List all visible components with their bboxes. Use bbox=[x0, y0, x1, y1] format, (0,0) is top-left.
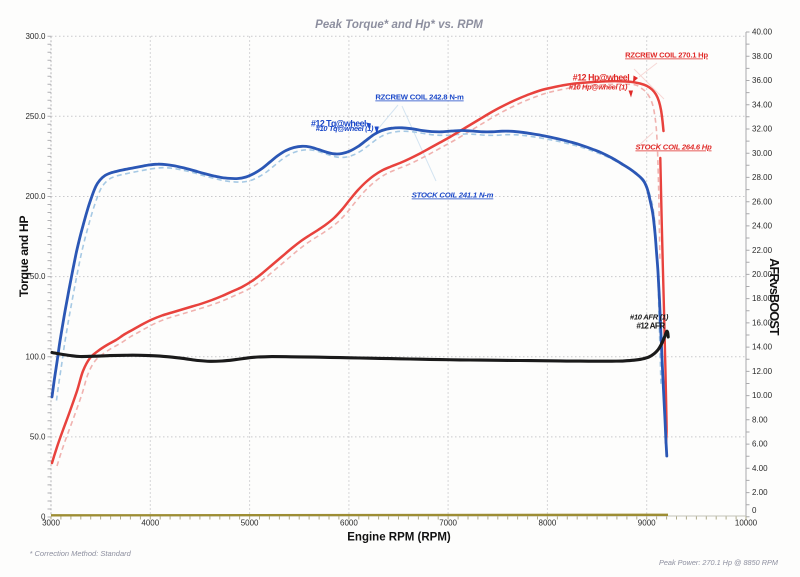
svg-text:200.0: 200.0 bbox=[25, 192, 46, 201]
svg-text:0: 0 bbox=[41, 513, 46, 522]
svg-text:250.0: 250.0 bbox=[25, 112, 46, 121]
svg-text:50.0: 50.0 bbox=[30, 433, 46, 442]
svg-text:40.00: 40.00 bbox=[752, 28, 773, 37]
svg-text:30.00: 30.00 bbox=[752, 149, 773, 158]
svg-text:28.00: 28.00 bbox=[752, 173, 773, 182]
svg-text:12.00: 12.00 bbox=[752, 367, 773, 376]
svg-text:STOCK COIL 241.1 N-m: STOCK COIL 241.1 N-m bbox=[412, 191, 494, 200]
svg-text:Torque and HP: Torque and HP bbox=[17, 216, 31, 298]
svg-text:300.0: 300.0 bbox=[25, 32, 46, 41]
svg-text:Peak Power: 270.1 Hp @ 8850 RP: Peak Power: 270.1 Hp @ 8850 RPM bbox=[659, 558, 779, 567]
svg-text:8000: 8000 bbox=[539, 519, 557, 528]
svg-text:Peak Torque* and Hp* vs. RPM: Peak Torque* and Hp* vs. RPM bbox=[315, 19, 483, 31]
svg-text:32.00: 32.00 bbox=[752, 125, 773, 134]
svg-text:#12 AFR: #12 AFR bbox=[636, 322, 665, 331]
svg-text:36.00: 36.00 bbox=[752, 76, 773, 85]
svg-text:RZCREW COIL 270.1 Hp: RZCREW COIL 270.1 Hp bbox=[625, 51, 708, 60]
svg-text:RZCREW COIL 242.8 N-m: RZCREW COIL 242.8 N-m bbox=[375, 93, 464, 102]
svg-text:24.00: 24.00 bbox=[752, 222, 773, 231]
svg-text:#10 AFR (1): #10 AFR (1) bbox=[630, 313, 669, 322]
svg-text:150.0: 150.0 bbox=[25, 272, 46, 281]
svg-text:4.00: 4.00 bbox=[752, 464, 768, 473]
svg-text:3000: 3000 bbox=[42, 519, 60, 528]
svg-text:22.00: 22.00 bbox=[752, 246, 773, 255]
svg-text:6.00: 6.00 bbox=[752, 440, 768, 449]
svg-text:20.00: 20.00 bbox=[752, 270, 773, 279]
svg-text:18.00: 18.00 bbox=[752, 294, 773, 303]
svg-text:26.00: 26.00 bbox=[752, 197, 773, 206]
svg-text:Engine RPM (RPM): Engine RPM (RPM) bbox=[347, 532, 451, 544]
svg-text:34.00: 34.00 bbox=[752, 100, 773, 109]
svg-text:38.00: 38.00 bbox=[752, 52, 773, 61]
svg-text:10000: 10000 bbox=[735, 519, 758, 528]
svg-text:7000: 7000 bbox=[439, 519, 457, 528]
svg-text:14.00: 14.00 bbox=[752, 343, 773, 352]
svg-text:6000: 6000 bbox=[340, 519, 358, 528]
svg-text:AFRvsBOOST: AFRvsBOOST bbox=[767, 258, 781, 336]
svg-text:100.0: 100.0 bbox=[25, 352, 46, 361]
svg-text:9000: 9000 bbox=[638, 519, 656, 528]
svg-text:STOCK COIL 264.6 Hp: STOCK COIL 264.6 Hp bbox=[635, 143, 712, 152]
svg-text:5000: 5000 bbox=[241, 519, 259, 528]
svg-text:#12 Hp@wheel: #12 Hp@wheel bbox=[573, 73, 629, 83]
svg-text:0: 0 bbox=[752, 506, 757, 515]
svg-text:16.00: 16.00 bbox=[752, 319, 773, 328]
svg-text:#10 Hp@wheel (1): #10 Hp@wheel (1) bbox=[569, 83, 628, 92]
svg-text:#12 Tq@wheel: #12 Tq@wheel bbox=[311, 119, 366, 129]
svg-text:2.00: 2.00 bbox=[752, 488, 768, 497]
svg-text:#10 Tq@wheel (1): #10 Tq@wheel (1) bbox=[316, 124, 374, 133]
svg-text:4000: 4000 bbox=[141, 519, 159, 528]
svg-text:10.00: 10.00 bbox=[752, 391, 773, 400]
svg-text:* Correction Method: Standard: * Correction Method: Standard bbox=[30, 549, 132, 558]
svg-text:8.00: 8.00 bbox=[752, 415, 768, 424]
